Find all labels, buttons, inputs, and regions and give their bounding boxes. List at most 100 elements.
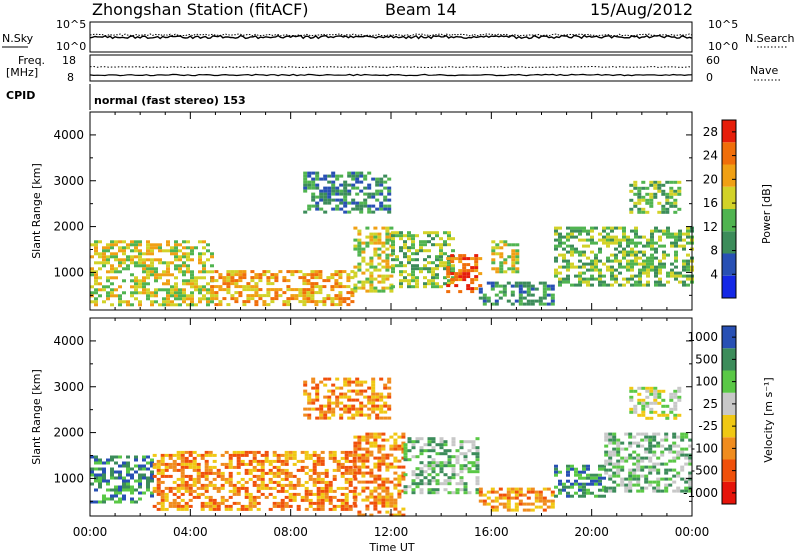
echo-cell	[598, 232, 602, 236]
echo-cell	[318, 285, 323, 289]
echo-cell	[130, 467, 134, 471]
echo-cell	[373, 289, 378, 293]
echo-cell	[677, 398, 682, 402]
echo-cell	[224, 450, 229, 454]
echo-cell	[578, 473, 582, 477]
echo-cell	[335, 398, 340, 402]
echo-cell	[204, 489, 209, 493]
echo-cell	[682, 274, 686, 278]
echo-cell	[343, 180, 348, 184]
echo-cell	[431, 279, 435, 283]
echo-cell	[389, 453, 394, 457]
echo-cell	[431, 231, 435, 235]
echo-cell	[332, 477, 337, 481]
echo-cell	[206, 258, 210, 262]
echo-cell	[220, 471, 225, 475]
echo-cell	[522, 493, 527, 497]
echo-cell	[622, 253, 626, 257]
echo-cell	[387, 192, 392, 196]
echo-cell	[304, 471, 309, 475]
echo-cell	[296, 477, 301, 481]
echo-cell	[353, 274, 358, 278]
echo-cell	[114, 252, 118, 256]
echo-cell	[586, 482, 590, 486]
echo-cell	[669, 398, 674, 402]
echo-cell	[130, 243, 134, 247]
echo-cell	[610, 235, 614, 239]
echo-cell	[260, 465, 265, 469]
echo-cell	[542, 287, 547, 291]
echo-cell	[324, 498, 329, 502]
echo-cell	[357, 480, 362, 484]
echo-cell	[381, 495, 386, 499]
echo-cell	[323, 189, 328, 193]
echo-cell	[146, 249, 150, 253]
echo-cell	[298, 270, 303, 274]
echo-cell	[546, 287, 551, 291]
echo-cell	[676, 489, 681, 493]
echo-cell	[142, 291, 146, 295]
echo-cell	[226, 303, 231, 307]
echo-cell	[411, 264, 415, 268]
echo-cell	[415, 467, 420, 471]
echo-cell	[323, 377, 328, 381]
echo-cell	[315, 207, 320, 211]
echo-cell	[669, 186, 674, 190]
echo-cell	[222, 276, 227, 280]
echo-cell	[180, 507, 185, 511]
echo-cell	[339, 407, 344, 411]
echo-cell	[427, 279, 431, 283]
echo-cell	[653, 192, 658, 196]
echo-cell	[296, 507, 301, 511]
echo-cell	[665, 195, 670, 199]
echo-cell	[198, 255, 202, 259]
echo-cell	[574, 265, 578, 269]
echo-cell	[415, 267, 419, 271]
echo-cell	[350, 288, 355, 292]
echo-cell	[359, 383, 364, 387]
echo-cell	[389, 492, 394, 496]
echo-cell	[515, 249, 520, 253]
echo-cell	[389, 226, 394, 230]
echo-cell	[307, 413, 312, 417]
echo-cell	[644, 474, 649, 478]
echo-cell	[490, 284, 495, 288]
echo-cell	[232, 501, 237, 505]
echo-cell	[518, 490, 523, 494]
echo-cell	[582, 277, 586, 281]
echo-cell	[250, 285, 255, 289]
echo-cell	[562, 235, 566, 239]
echo-cell	[280, 477, 285, 481]
echo-cell	[403, 243, 407, 247]
echo-cell	[142, 476, 146, 480]
echo-cell	[661, 183, 666, 187]
echo-cell	[662, 262, 666, 266]
echo-cell	[566, 479, 570, 483]
echo-cell	[347, 189, 352, 193]
echo-cell	[381, 265, 386, 269]
echo-cell	[582, 262, 586, 266]
echo-cell	[194, 303, 198, 307]
echo-cell	[482, 296, 487, 300]
echo-cell	[332, 495, 337, 499]
echo-cell	[499, 255, 504, 259]
echo-cell	[339, 189, 344, 193]
echo-cell	[450, 272, 455, 276]
y-tick-label: 2000	[53, 220, 84, 234]
echo-cell	[166, 297, 170, 301]
echo-cell	[110, 494, 114, 498]
echo-cell	[110, 455, 114, 459]
echo-cell	[94, 479, 98, 483]
echo-cell	[608, 450, 613, 454]
echo-cell	[665, 210, 670, 214]
echo-cell	[208, 501, 213, 505]
echo-cell	[361, 447, 366, 451]
echo-cell	[348, 471, 353, 475]
echo-cell	[338, 273, 343, 277]
echo-cell	[411, 240, 415, 244]
echo-cell	[389, 274, 394, 278]
echo-cell	[502, 290, 507, 294]
echo-cell	[178, 243, 182, 247]
echo-cell	[657, 401, 662, 405]
echo-cell	[393, 438, 398, 442]
